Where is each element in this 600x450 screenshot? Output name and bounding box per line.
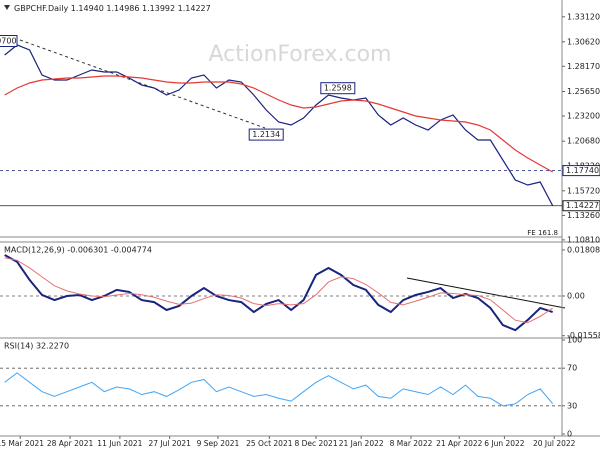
watermark: ActionForex.com [209, 42, 392, 67]
annotation-box [0, 35, 18, 47]
x-tick-label: 11 Jun 2021 [97, 439, 142, 448]
series-line [4, 372, 554, 407]
series-line [4, 75, 553, 173]
x-tick-label: 20 Jul 2022 [533, 439, 576, 448]
x-tick-label: 25 Oct 2021 [246, 439, 293, 448]
y-tick-label: 100 [567, 336, 582, 345]
fe-label: FE 161.8 [527, 229, 558, 237]
y-tick-label: 70 [567, 364, 577, 373]
macd-trendline [406, 277, 566, 309]
panel-title: MACD(12,26,9) -0.006301 -0.004774 [4, 246, 152, 255]
series-line [4, 44, 554, 206]
y-tick-label: 1.28170 [567, 62, 600, 71]
y-tick-label: 1.10810 [567, 235, 600, 244]
x-tick-label: 9 Sep 2021 [197, 439, 240, 448]
x-tick-label: 8 Dec 2021 [294, 439, 337, 448]
symbol: GBPCHF.Daily [14, 4, 68, 13]
y-tick-label: 0 [567, 430, 572, 439]
annotation-label: 1.2134 [252, 130, 280, 139]
series-line [4, 254, 553, 332]
x-tick-label: 15 Mar 2021 [0, 439, 44, 448]
chart-title: GBPCHF.Daily 1.14940 1.14986 1.13992 1.1… [14, 4, 211, 13]
series-line [4, 257, 553, 324]
y-tick-label: -0.015589 [567, 331, 600, 340]
quote: 1.14940 1.14986 1.13992 1.14227 [71, 4, 211, 13]
x-tick-label: 27 Jul 2021 [148, 439, 191, 448]
y-tick-label: 1.25650 [567, 87, 600, 96]
x-tick-label: 6 Jun 2022 [484, 439, 525, 448]
panel-title: RSI(14) 32.2270 [4, 342, 69, 351]
x-tick-label: 21 Apr 2022 [436, 439, 483, 448]
annotation-box [248, 128, 284, 141]
y-tick-label: 1.23200 [567, 112, 600, 121]
price-box [562, 200, 600, 212]
annotation-label: 1.2598 [324, 84, 352, 93]
y-tick-label: 1.33120 [567, 12, 600, 21]
annotation-label: 1.30700 [0, 37, 17, 46]
y-tick-label: 30 [567, 401, 577, 410]
y-tick-label: 0.01808 [567, 245, 600, 254]
y-tick-label: 1.30620 [567, 37, 600, 46]
price-box-label: 1.14227 [566, 201, 599, 210]
trendline [19, 39, 266, 129]
y-tick-label: 1.13260 [567, 211, 600, 220]
x-tick-label: 21 Jan 2022 [339, 439, 384, 448]
x-tick-label: 28 Apr 2021 [47, 439, 94, 448]
price-box-label: 1.17740 [566, 166, 599, 175]
x-tick-label: 8 Mar 2022 [390, 439, 433, 448]
y-tick-label: 1.15720 [567, 186, 600, 195]
price-box [562, 165, 600, 177]
y-tick-label: 1.20680 [567, 137, 600, 146]
annotation-box [320, 82, 356, 95]
menu-icon [4, 5, 10, 10]
y-tick-label: 0.00 [567, 291, 585, 300]
